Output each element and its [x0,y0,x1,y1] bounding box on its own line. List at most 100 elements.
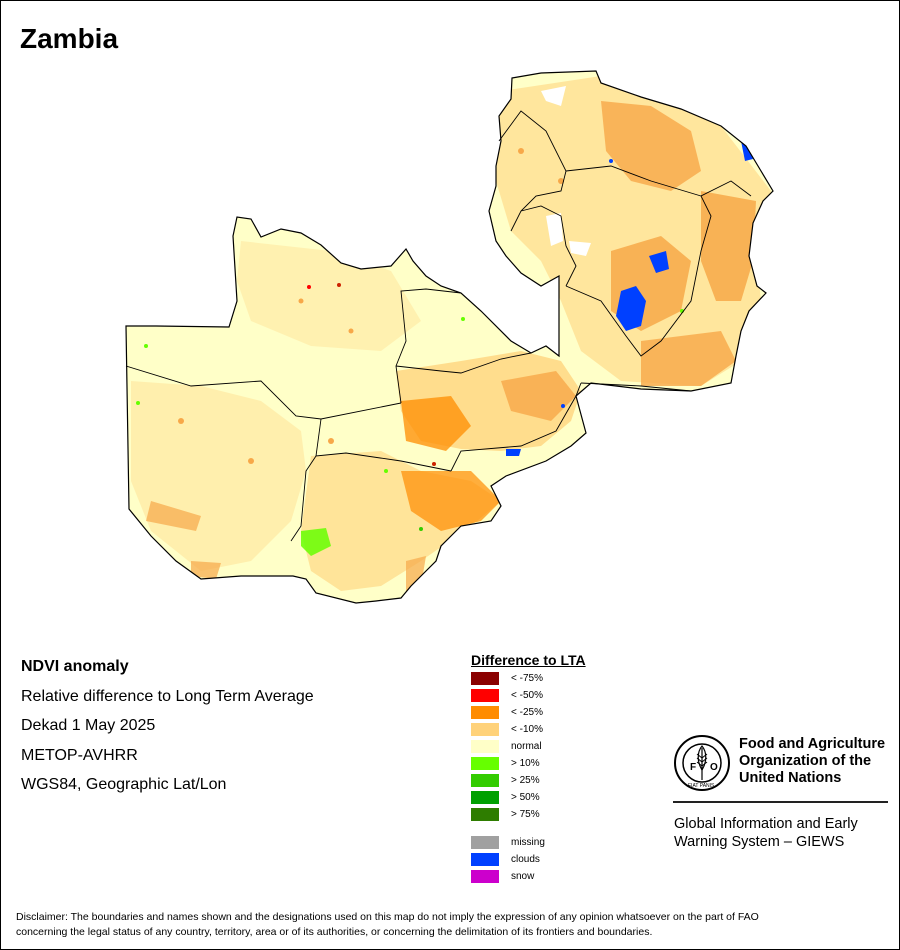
map-title: Zambia [20,23,119,54]
severe-anomaly-dot [337,283,341,287]
clouds-dot [609,159,613,163]
giews-program-name: Global Information and Early Warning Sys… [674,815,858,851]
legend-swatch [471,740,499,753]
moderate-negative-southwest-2 [191,561,221,579]
fao-name-line: United Nations [739,770,842,786]
clouds-dot [561,404,565,408]
legend-swatch [471,853,499,866]
legend-item-missing: missing [471,836,545,850]
province-boundaries [125,110,752,542]
legend-label: < -50% [511,690,543,701]
legend-label: > 10% [511,758,540,769]
legend-item-lt-50: < -50% [471,689,543,703]
fao-logo: F O FIAT PANIS [674,735,730,791]
legend-label: snow [511,871,535,882]
legend-item-lt-10: < -10% [471,723,543,737]
legend-label: > 75% [511,809,540,820]
boundary-western-southern-2 [290,455,317,542]
giews-line: Warning System – GIEWS [674,834,845,850]
legend-item-normal: normal [471,740,542,754]
clouds-area [506,449,521,456]
moderate-negative-lusaka [501,371,576,421]
moderate-negative-southwest [146,501,201,531]
legend-item-lt-75: < -75% [471,672,543,686]
legend-label: < -75% [511,673,543,684]
giews-line: Global Information and Early [674,816,858,832]
severe-anomaly-dot [307,285,311,289]
fao-name-line: Food and Agriculture [739,736,886,752]
legend-label: missing [511,837,545,848]
mild-negative-northwest [237,241,421,351]
anomaly-dot [178,418,184,424]
legend-item-gt-10: > 10% [471,757,540,771]
fao-name-line: Organization of the [739,753,872,769]
moderate-negative-north [601,101,701,191]
moderate-negative-luangwa [641,331,736,386]
divider [673,801,888,803]
positive-anomaly-dot [419,527,423,531]
anomaly-dot [348,328,354,334]
anomaly-dot [298,298,304,304]
positive-anomaly-southwest [301,528,331,556]
legend-label: > 50% [511,792,540,803]
legend-swatch [471,723,499,736]
boundary-luapula-northern [498,110,567,232]
fao-logo-letter-o: O [710,762,718,773]
missing-data-area [546,213,563,246]
legend-swatch [471,808,499,821]
mild-negative-northeast [496,76,771,386]
severe-anomaly-dot [432,462,436,466]
legend-item-gt-75: > 75% [471,808,540,822]
product-sensor: METOP-AVHRR [21,746,138,764]
map-metadata: NDVI anomaly Relative difference to Long… [21,657,314,805]
legend-item-clouds: clouds [471,853,540,867]
clouds-area [649,251,669,273]
boundary-northern-muchinga [565,180,752,357]
fao-logo-letter-f: F [690,762,696,773]
anomaly-dot [248,458,254,464]
positive-anomaly-dot [461,317,465,321]
legend-swatch [471,706,499,719]
missing-data-area [569,241,591,256]
anomaly-dot [328,438,334,444]
legend-label: normal [511,741,542,752]
product-name: NDVI anomaly [21,658,129,675]
boundary-northwestern-copperbelt [395,288,462,404]
product-description: Relative difference to Long Term Average [21,687,314,705]
clouds-area [616,286,646,331]
missing-data-area [541,86,566,106]
legend-label: < -10% [511,724,543,735]
strong-negative-south [401,471,501,531]
legend-swatch [471,870,499,883]
legend-label: clouds [511,854,540,865]
legend-label: > 25% [511,775,540,786]
legend-item-snow: snow [471,870,534,884]
anomaly-dot [518,148,524,154]
positive-anomaly-dot [384,469,388,473]
boundary-copperbelt-central [395,352,532,374]
anomaly-dot [558,178,564,184]
boundary-northern-inner [565,165,702,197]
disclaimer: Disclaimer: The boundaries and names sho… [16,910,886,940]
disclaimer-line: concerning the legal status of any count… [16,926,653,938]
legend-swatch [471,757,499,770]
disclaimer-line: Disclaimer: The boundaries and names sho… [16,911,759,923]
positive-anomaly-dot [136,401,140,405]
boundary-luapula-lake [520,205,577,287]
legend-item-gt-25: > 25% [471,774,540,788]
boundary-western-southern [315,418,452,472]
ndvi-anomaly-layer [131,76,771,591]
legend-item-lt-25: < -25% [471,706,543,720]
legend-swatch [471,791,499,804]
boundary-central-lusaka [450,382,582,472]
legend-swatch [471,689,499,702]
legend-swatch [471,672,499,685]
map-legend: Difference to LTA < -75% < -50% < -25% <… [471,652,586,883]
boundary-western-northwestern [125,365,402,420]
legend-swatch [471,836,499,849]
fao-logo-motto: FIAT PANIS [688,783,715,789]
moderate-negative-east [701,191,756,301]
fao-organization-name: Food and Agriculture Organization of the… [739,736,885,787]
